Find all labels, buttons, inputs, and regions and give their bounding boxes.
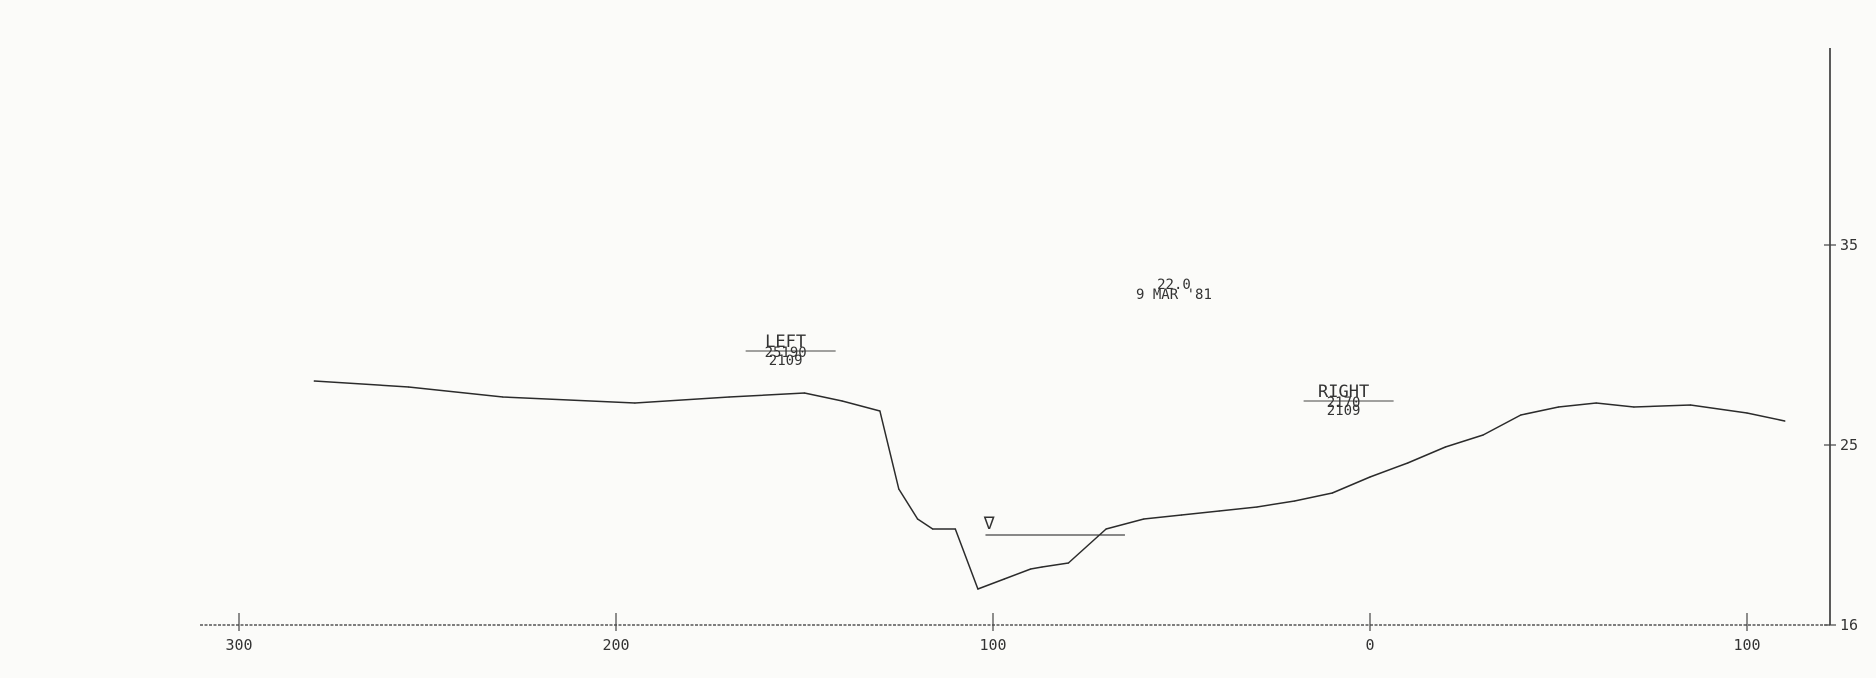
- axes: [200, 48, 1831, 626]
- data-point: [1067, 562, 1070, 564]
- annotation-text: 25190: [765, 345, 807, 361]
- x-tick-label: 0: [1365, 636, 1374, 654]
- data-point: [1406, 462, 1409, 464]
- data-point: [879, 410, 881, 412]
- data-point: [1633, 406, 1635, 408]
- annotation-text: 2109: [1327, 403, 1361, 419]
- x-tick-label: 100: [1733, 636, 1760, 654]
- data-point: [977, 588, 979, 590]
- data-point: [502, 396, 504, 398]
- y-tick-label: 16: [1840, 616, 1858, 634]
- data-point: [1029, 568, 1032, 570]
- data-point: [634, 402, 636, 404]
- data-point: [841, 400, 843, 402]
- data-point: [954, 528, 957, 530]
- annotation-text: RIGHT: [1318, 382, 1369, 402]
- data-point: [931, 528, 934, 530]
- annotation-text: 22.0: [1157, 277, 1191, 293]
- y-tick-label: 35: [1840, 236, 1858, 254]
- data-point: [1331, 492, 1334, 494]
- data-point: [1369, 476, 1371, 478]
- data-point: [1557, 406, 1560, 408]
- data-point: [313, 380, 316, 382]
- annotation-text: 9 MAR '81: [1136, 287, 1212, 303]
- annotation-text: 2170: [1327, 395, 1361, 411]
- data-point: [1444, 446, 1447, 448]
- data-point: [803, 392, 806, 394]
- data-point: [407, 386, 410, 388]
- water-level-symbol: ∇: [983, 513, 995, 534]
- data-point: [1218, 510, 1220, 512]
- x-tick-label: 200: [602, 636, 629, 654]
- data-point: [1180, 514, 1183, 516]
- data-point: [1746, 412, 1748, 414]
- data-point: [728, 396, 730, 398]
- data-point: [1003, 578, 1006, 580]
- data-point: [1105, 528, 1107, 530]
- data-point: [1783, 420, 1786, 422]
- data-point: [1689, 404, 1692, 406]
- x-tick-label: 300: [225, 636, 252, 654]
- data-point: [1143, 518, 1145, 520]
- data-point: [1293, 500, 1296, 502]
- ticks: 300 200 100 0 100 16 25 35: [225, 236, 1858, 654]
- data-point: [1595, 402, 1597, 404]
- data-point: [1482, 434, 1484, 436]
- data-point: [898, 488, 900, 490]
- data-point: [1041, 566, 1043, 568]
- x-tick-label: 100: [979, 636, 1006, 654]
- data-point: [916, 518, 919, 520]
- profile-lines: [313, 380, 1786, 590]
- data-point: [1520, 414, 1522, 416]
- y-tick-label: 25: [1840, 436, 1858, 454]
- annotation-text: 2109: [769, 353, 803, 369]
- data-point: [1256, 506, 1258, 508]
- annotation-text: LEFT: [765, 332, 806, 352]
